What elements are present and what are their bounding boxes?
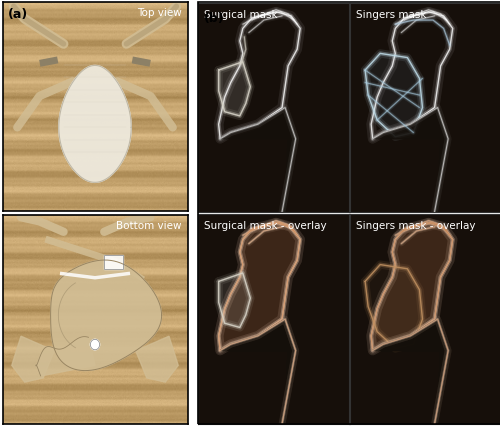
Polygon shape	[36, 337, 95, 376]
Polygon shape	[372, 319, 448, 424]
Text: (b): (b)	[204, 12, 224, 25]
Text: Top view: Top view	[137, 9, 182, 18]
Polygon shape	[371, 223, 452, 351]
Polygon shape	[372, 319, 448, 424]
Circle shape	[90, 340, 100, 350]
Polygon shape	[220, 319, 296, 424]
Polygon shape	[218, 223, 300, 351]
Polygon shape	[365, 265, 422, 348]
Polygon shape	[218, 273, 250, 328]
Polygon shape	[218, 223, 300, 351]
Bar	[104, 255, 123, 269]
Text: Surgical mask - overlay: Surgical mask - overlay	[204, 221, 326, 230]
Polygon shape	[371, 223, 452, 351]
Polygon shape	[220, 107, 296, 212]
Text: Singers mask - overlay: Singers mask - overlay	[356, 221, 476, 230]
Polygon shape	[220, 319, 296, 424]
Polygon shape	[50, 260, 162, 371]
Text: (a): (a)	[8, 9, 28, 21]
Polygon shape	[59, 66, 131, 182]
Text: Bottom view: Bottom view	[116, 222, 182, 231]
Polygon shape	[365, 53, 422, 137]
Polygon shape	[136, 336, 178, 382]
Polygon shape	[218, 62, 250, 116]
Polygon shape	[372, 107, 448, 212]
Polygon shape	[12, 336, 54, 382]
Text: Surgical mask: Surgical mask	[204, 10, 277, 20]
Bar	[104, 255, 123, 269]
Text: Singers mask: Singers mask	[356, 10, 426, 20]
